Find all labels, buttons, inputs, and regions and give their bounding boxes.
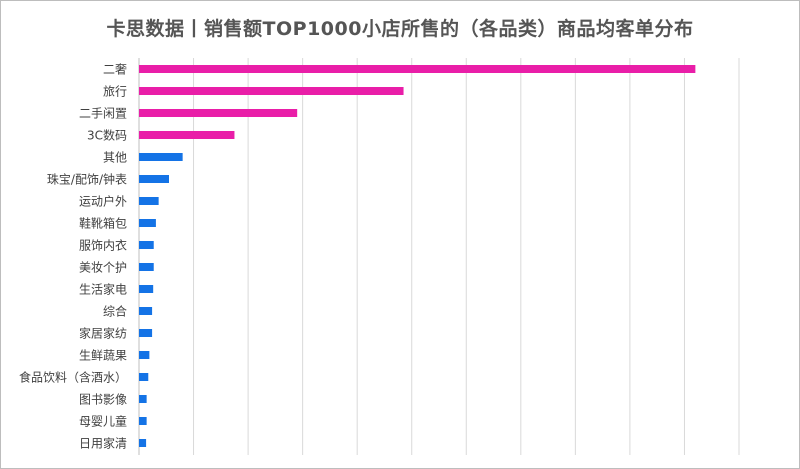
category-label: 其他 xyxy=(103,151,127,165)
bar xyxy=(139,351,150,359)
bar xyxy=(139,417,147,425)
bar xyxy=(139,87,404,95)
category-label: 食品饮料（含酒水） xyxy=(19,370,127,385)
bar xyxy=(139,175,169,183)
category-label: 二手闲置 xyxy=(79,107,127,121)
bar xyxy=(139,395,147,403)
chart-title: 卡思数据丨销售额TOP1000小店所售的（各品类）商品均客单分布 xyxy=(106,18,694,40)
bar xyxy=(139,109,298,117)
bar xyxy=(139,241,154,249)
bar xyxy=(139,65,696,73)
category-label: 鞋靴箱包 xyxy=(79,216,127,231)
category-label: 图书影像 xyxy=(79,393,127,407)
bar xyxy=(139,263,154,271)
bar xyxy=(139,307,153,315)
bar xyxy=(139,373,149,381)
category-label: 母婴儿童 xyxy=(79,414,127,429)
bar xyxy=(139,285,154,293)
bar xyxy=(139,329,153,337)
category-label: 运动户外 xyxy=(79,194,127,209)
category-label: 家居家纺 xyxy=(79,326,127,341)
category-label: 综合 xyxy=(103,304,127,319)
category-label: 二奢 xyxy=(103,63,127,77)
category-label: 3C数码 xyxy=(87,128,127,143)
bar xyxy=(139,197,159,205)
category-label: 生活家电 xyxy=(79,282,127,297)
category-label: 日用家清 xyxy=(79,436,127,451)
category-label: 旅行 xyxy=(103,85,127,99)
category-label: 美妆个护 xyxy=(79,261,127,275)
category-label: 服饰内衣 xyxy=(79,238,127,253)
category-label: 珠宝/配饰/钟表 xyxy=(47,172,127,187)
bar xyxy=(139,153,183,161)
bar xyxy=(139,439,147,447)
category-label: 生鲜蔬果 xyxy=(79,349,127,363)
bar xyxy=(139,131,235,139)
bar xyxy=(139,219,156,227)
